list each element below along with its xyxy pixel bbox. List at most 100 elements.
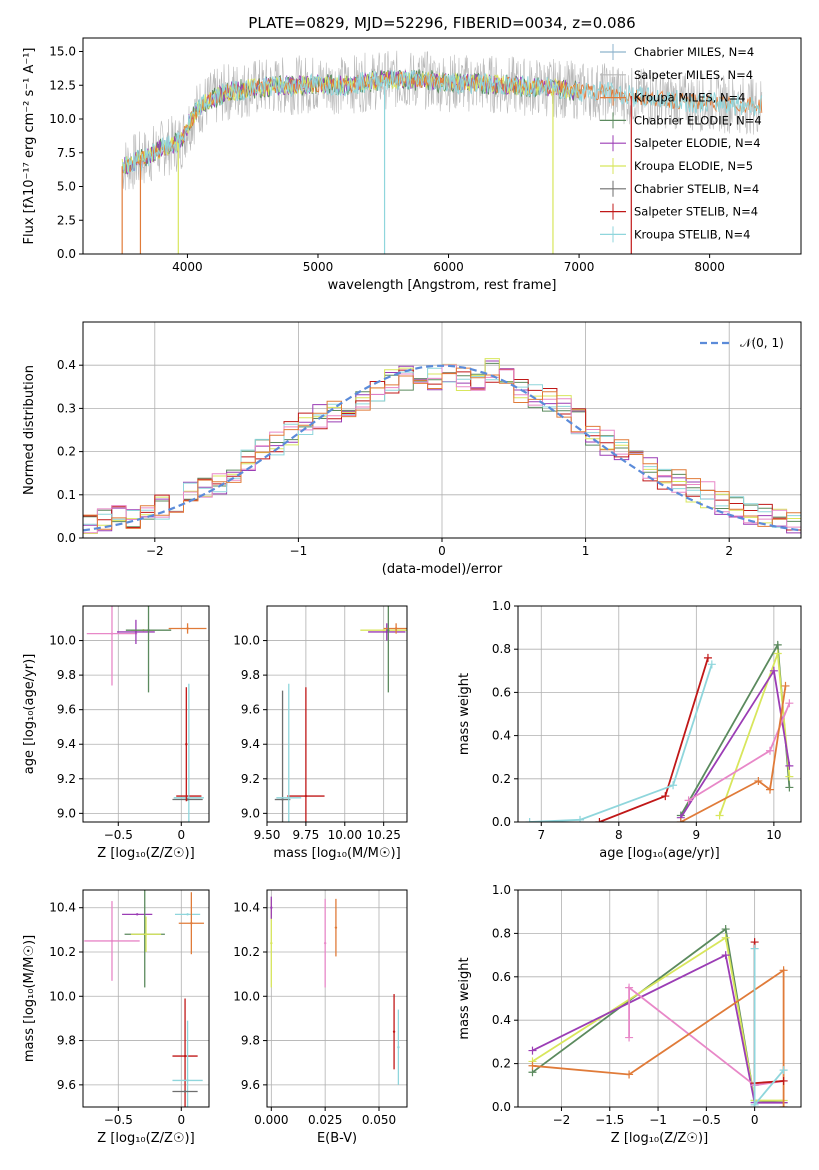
tick-label-y: 0.4 — [492, 1013, 511, 1027]
tick-label-x: −1.5 — [595, 1113, 624, 1127]
data-point — [721, 951, 730, 960]
data-point — [186, 627, 189, 630]
tick-label-y: 10.0 — [49, 634, 76, 648]
data-point — [669, 781, 678, 790]
tick-label-y: 9.6 — [57, 1078, 76, 1092]
legend-label: Chabrier STELIB, N=4 — [634, 182, 759, 196]
error-bars — [274, 606, 407, 822]
tick-label-y: 0.0 — [492, 815, 511, 829]
data-point — [750, 1100, 759, 1107]
axes-frame — [517, 889, 802, 1108]
series-line — [680, 685, 787, 822]
data-point — [707, 660, 716, 669]
data-point — [287, 796, 290, 800]
data-point — [779, 1066, 788, 1075]
panel-6: 0.000 0.025 0.050 9.6 9.8 10.0 10.2 10.4 E(B-V) — [233, 889, 408, 1146]
tick-label-x: 1 — [582, 544, 590, 558]
data-point — [525, 818, 534, 822]
data-point — [183, 1054, 187, 1058]
tick-label-x: 10.25 — [366, 828, 400, 842]
series — [528, 925, 788, 1107]
x-axis-label: E(B-V) — [317, 1131, 357, 1146]
panel-3: 9.50 9.75 10.00 10.25 9.0 9.2 9.4 9.6 9.8 10.0 mas… — [233, 605, 408, 861]
legend: Chabrier MILES, N=4 Salpeter MILES, N=4 Kr… — [600, 44, 762, 243]
tick-label-x: 0 — [177, 1113, 185, 1127]
series-line — [529, 664, 713, 822]
panel-2: −0.5 0 9.0 9.2 9.4 9.6 9.8 10.0 Z [log₁₀(Z/Z☉)] a… — [22, 605, 210, 861]
panel-7: −2 −1.5 −1 −0.5 0 0.0 0.2 0.4 0.6 0.8 1.0 Z [log₁₀(… — [457, 883, 802, 1146]
data-point — [323, 941, 327, 945]
series-line — [628, 985, 784, 1087]
y-axis-label: mass [log₁₀(M/M☉)] — [22, 935, 37, 1062]
axes-frame — [82, 605, 210, 823]
tick-label-y: 9.6 — [57, 703, 76, 717]
data-point — [190, 922, 193, 925]
data-point — [785, 761, 794, 770]
tick-label-y: 1.0 — [492, 599, 511, 613]
spectrum-kroupa_stelib — [121, 69, 763, 174]
y-axis-label: Normed distribution — [22, 365, 37, 495]
x-axis-label: Z [log₁₀(Z/Z☉)] — [97, 846, 194, 861]
tick-label-y: 0.0 — [57, 247, 76, 261]
panel-1: −2 −1 0 1 2 0.0 0.1 0.2 0.3 0.4 (data-model)/error… — [22, 321, 802, 577]
data-point — [304, 794, 308, 798]
tick-label-y: 10.0 — [233, 634, 260, 648]
y-axis-label: Flux [fλ10⁻¹⁷ erg cm⁻² s⁻¹ A⁻¹] — [22, 48, 37, 245]
data-point — [382, 628, 385, 632]
data-point — [715, 811, 724, 820]
tick-label-x: 8000 — [694, 260, 725, 274]
tick-label-y: 1.0 — [492, 883, 511, 897]
data-point — [785, 699, 794, 708]
tick-label-y: 15.0 — [49, 45, 76, 59]
tick-label-x: 8 — [615, 828, 623, 842]
data-point — [110, 939, 114, 943]
histogram-salpeter_stelib_alt — [83, 364, 801, 534]
data-point — [781, 681, 790, 690]
tick-label-y: 9.8 — [241, 1034, 260, 1048]
data-point — [765, 785, 774, 794]
tick-label-x: 0.000 — [254, 1113, 288, 1127]
tick-label-x: 0 — [438, 544, 446, 558]
figure-title: PLATE=0829, MJD=52296, FIBERID=0034, z=0… — [248, 14, 635, 32]
tick-label-y: 0.6 — [492, 685, 511, 699]
data-point — [394, 627, 398, 630]
data-point — [676, 818, 685, 822]
legend-label: Kroupa ELODIE, N=5 — [634, 159, 753, 173]
tick-label-x: 0.025 — [308, 1113, 342, 1127]
tick-label-y: 9.8 — [57, 668, 76, 682]
error-bars — [84, 890, 204, 1107]
data-point — [773, 640, 782, 649]
tick-label-y: 9.2 — [241, 772, 260, 786]
data-point — [144, 933, 148, 936]
data-point — [703, 653, 712, 662]
axes-frame — [82, 889, 210, 1108]
tick-label-y: 5.0 — [57, 180, 76, 194]
data-point — [773, 649, 782, 658]
tick-label-x: 7 — [537, 828, 545, 842]
series-line — [753, 942, 784, 1085]
data-point — [185, 743, 188, 746]
legend-label: Salpeter ELODIE, N=4 — [634, 136, 761, 150]
legend-label: Chabrier MILES, N=4 — [634, 45, 754, 59]
tick-label-y: 0.0 — [57, 531, 76, 545]
data-point — [721, 925, 730, 934]
tick-label-y: 9.0 — [57, 806, 76, 820]
data-point — [754, 776, 763, 785]
data-point — [750, 944, 759, 953]
tick-label-y: 9.8 — [57, 1034, 76, 1048]
tick-label-y: 10.0 — [49, 112, 76, 126]
tick-label-x: −1 — [649, 1113, 667, 1127]
data-point — [135, 913, 139, 916]
data-point — [187, 796, 191, 800]
spectrum-lines — [121, 50, 763, 254]
tick-label-x: 7000 — [564, 260, 595, 274]
tick-label-y: 10.4 — [49, 901, 76, 915]
axes-frame — [517, 605, 802, 823]
series-line — [532, 968, 785, 1107]
data-point — [528, 1046, 537, 1055]
tick-label-y: 12.5 — [49, 78, 76, 92]
tick-label-x: −1 — [290, 544, 308, 558]
histograms — [83, 358, 801, 534]
data-point — [528, 1061, 537, 1070]
